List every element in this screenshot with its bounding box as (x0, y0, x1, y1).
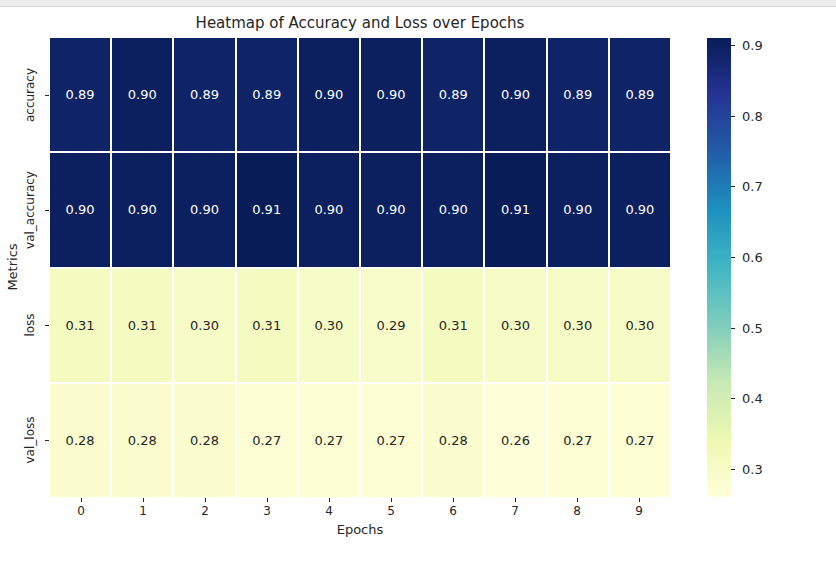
heatmap-cell: 0.89 (50, 38, 110, 151)
heatmap-cell: 0.28 (112, 384, 172, 497)
colorbar-tick-label: 0.5 (742, 320, 763, 335)
y-tick-mark (45, 95, 49, 96)
x-tick-mark (81, 498, 82, 502)
x-tick-label: 9 (635, 504, 643, 518)
figure-canvas: Heatmap of Accuracy and Loss over Epochs… (0, 0, 836, 566)
y-axis-label: Metrics (5, 243, 20, 290)
heatmap-cell: 0.90 (50, 153, 110, 266)
x-tick-mark (453, 498, 454, 502)
heatmap-cell: 0.90 (610, 153, 670, 266)
heatmap-cell: 0.90 (361, 38, 421, 151)
heatmap-cell: 0.90 (548, 153, 608, 266)
x-tick-label: 8 (573, 504, 581, 518)
heatmap-cell: 0.27 (548, 384, 608, 497)
heatmap-grid: 0.890.900.890.890.900.900.890.900.890.89… (50, 38, 670, 497)
heatmap-cell: 0.90 (361, 153, 421, 266)
y-tick-label: val_loss (23, 416, 37, 463)
x-tick-mark (391, 498, 392, 502)
y-tick-label: accuracy (23, 68, 37, 122)
y-tick-mark (45, 325, 49, 326)
heatmap-cell: 0.30 (610, 269, 670, 382)
heatmap-cell: 0.31 (237, 269, 297, 382)
heatmap-cell: 0.30 (174, 269, 234, 382)
colorbar-tick-mark (731, 398, 735, 399)
x-tick-mark (639, 498, 640, 502)
heatmap-cell: 0.90 (112, 38, 172, 151)
colorbar-tick-label: 0.3 (742, 461, 763, 476)
y-tick-mark (45, 440, 49, 441)
chart-title: Heatmap of Accuracy and Loss over Epochs (50, 14, 670, 32)
colorbar-tick-mark (731, 328, 735, 329)
x-tick-label: 3 (263, 504, 271, 518)
heatmap-cell: 0.29 (361, 269, 421, 382)
heatmap-cell: 0.89 (174, 38, 234, 151)
heatmap-cell: 0.27 (237, 384, 297, 497)
heatmap-cell: 0.28 (423, 384, 483, 497)
heatmap-cell: 0.90 (112, 153, 172, 266)
colorbar (707, 38, 731, 497)
colorbar-tick-label: 0.7 (742, 179, 763, 194)
heatmap-cell: 0.31 (50, 269, 110, 382)
heatmap-cell: 0.27 (610, 384, 670, 497)
x-tick-label: 6 (449, 504, 457, 518)
heatmap-cell: 0.89 (548, 38, 608, 151)
colorbar-tick-mark (731, 45, 735, 46)
x-tick-label: 7 (511, 504, 519, 518)
colorbar-tick-mark (731, 116, 735, 117)
x-tick-label: 4 (325, 504, 333, 518)
heatmap-cell: 0.90 (174, 153, 234, 266)
heatmap-cell: 0.27 (299, 384, 359, 497)
colorbar-tick-mark (731, 257, 735, 258)
heatmap-cell: 0.28 (50, 384, 110, 497)
colorbar-tick-label: 0.4 (742, 391, 763, 406)
window-top-strip (0, 0, 836, 7)
x-tick-mark (205, 498, 206, 502)
x-tick-mark (143, 498, 144, 502)
heatmap-cell: 0.91 (485, 153, 545, 266)
heatmap-cell: 0.28 (174, 384, 234, 497)
x-tick-mark (577, 498, 578, 502)
y-tick-mark (45, 210, 49, 211)
heatmap-cell: 0.91 (237, 153, 297, 266)
heatmap-cell: 0.90 (485, 38, 545, 151)
heatmap-cell: 0.30 (485, 269, 545, 382)
heatmap-cell: 0.90 (299, 153, 359, 266)
colorbar-tick-label: 0.9 (742, 38, 763, 53)
heatmap-cell: 0.89 (610, 38, 670, 151)
x-tick-label: 1 (139, 504, 147, 518)
x-tick-label: 0 (77, 504, 85, 518)
heatmap-cell: 0.26 (485, 384, 545, 497)
heatmap-cell: 0.89 (237, 38, 297, 151)
heatmap-cell: 0.90 (299, 38, 359, 151)
x-tick-label: 2 (201, 504, 209, 518)
y-tick-label: loss (23, 313, 37, 336)
y-tick-label: val_accuracy (23, 171, 37, 249)
x-tick-mark (329, 498, 330, 502)
colorbar-tick-mark (731, 186, 735, 187)
heatmap-cell: 0.27 (361, 384, 421, 497)
heatmap-cell: 0.30 (299, 269, 359, 382)
x-axis-label: Epochs (50, 522, 670, 537)
x-tick-mark (515, 498, 516, 502)
heatmap-cell: 0.90 (423, 153, 483, 266)
heatmap-cell: 0.31 (112, 269, 172, 382)
colorbar-tick-label: 0.8 (742, 108, 763, 123)
colorbar-tick-mark (731, 469, 735, 470)
heatmap-cell: 0.89 (423, 38, 483, 151)
heatmap-cell: 0.31 (423, 269, 483, 382)
x-tick-label: 5 (387, 504, 395, 518)
x-tick-mark (267, 498, 268, 502)
colorbar-tick-label: 0.6 (742, 249, 763, 264)
heatmap-cell: 0.30 (548, 269, 608, 382)
